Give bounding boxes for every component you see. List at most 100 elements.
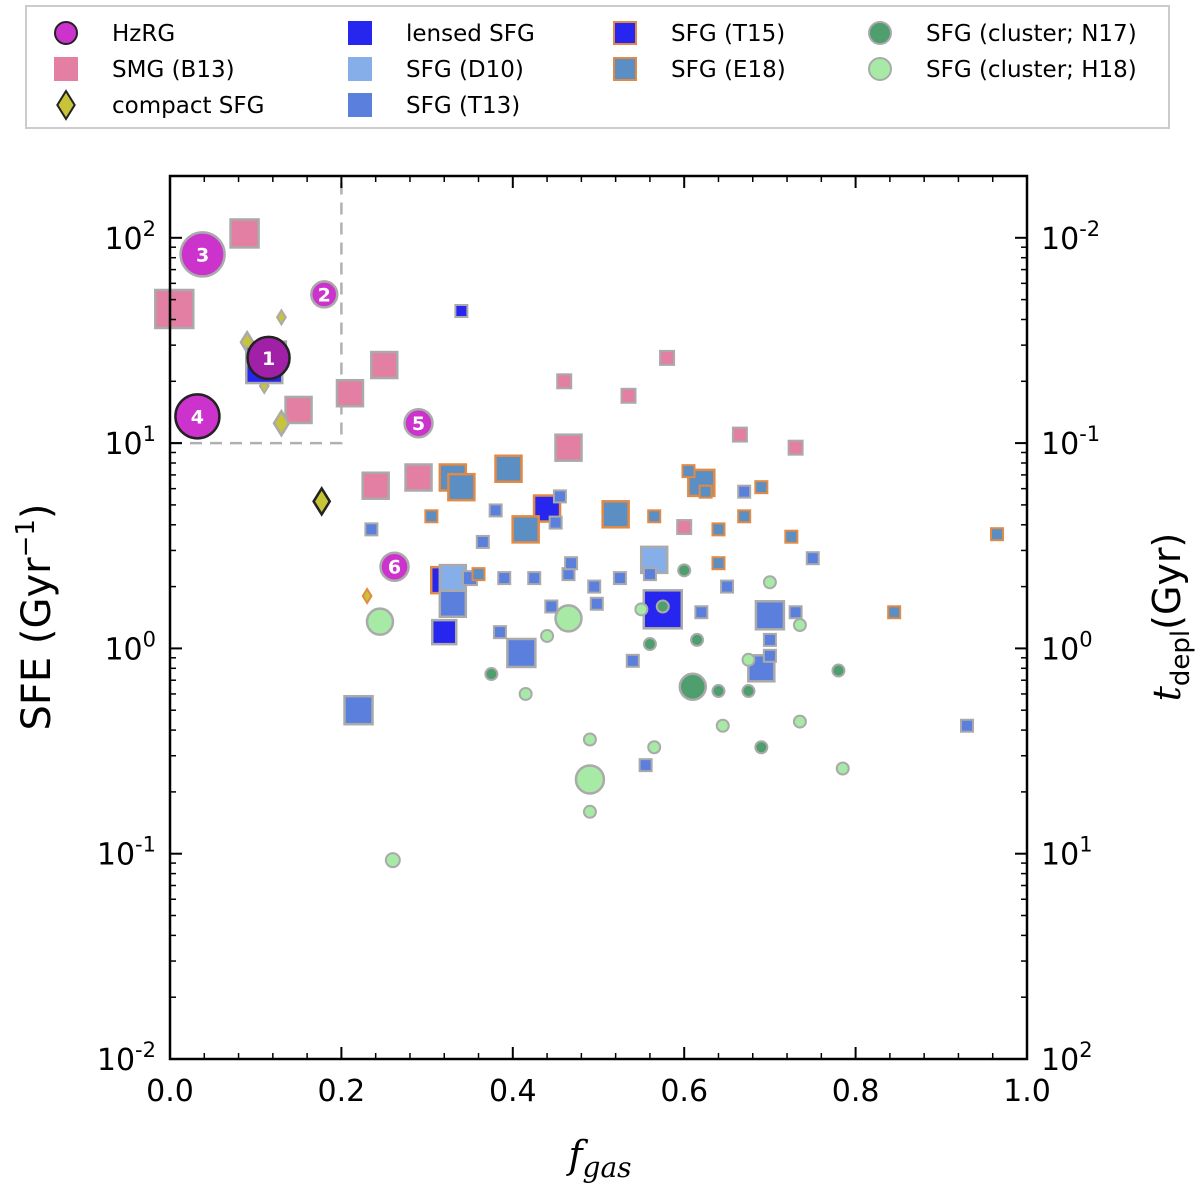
data-point <box>511 515 540 544</box>
data-point <box>741 684 756 699</box>
hzrg-label: 5 <box>412 413 425 435</box>
data-point <box>540 628 555 643</box>
data-point <box>361 471 390 500</box>
x-tick-label: 0.0 <box>146 1074 194 1109</box>
data-point <box>424 509 439 524</box>
data-point <box>754 740 769 755</box>
data-point <box>694 605 709 620</box>
data-point <box>527 571 542 586</box>
data-point <box>831 663 846 678</box>
y2-tick-label: 100 <box>1041 627 1093 667</box>
data-point <box>365 607 395 636</box>
data-point <box>438 563 468 593</box>
data-point <box>552 489 567 504</box>
data-point <box>438 589 468 619</box>
data-point <box>741 652 756 667</box>
data-point <box>835 761 850 776</box>
data-point <box>484 667 499 682</box>
data-point <box>784 529 799 544</box>
y-tick-label: 100 <box>104 627 156 667</box>
data-point <box>698 484 713 499</box>
data-point <box>715 718 730 733</box>
data-point <box>284 395 313 425</box>
legend-marker <box>348 21 372 45</box>
data-point <box>634 602 649 617</box>
data-point <box>711 522 726 537</box>
data-point <box>404 463 433 492</box>
y2-tick-label: 101 <box>1041 833 1093 873</box>
legend-label: SFG (T15) <box>671 21 785 47</box>
data-point <box>625 653 640 668</box>
data-point <box>488 503 503 518</box>
data-point <box>497 571 512 586</box>
region-box <box>170 176 343 445</box>
data-point <box>384 852 401 869</box>
data-point <box>620 387 637 404</box>
legend-marker <box>348 93 372 117</box>
data-point <box>475 534 490 549</box>
data-point <box>312 486 332 517</box>
data-point <box>447 472 476 502</box>
legend-label: SFG (D10) <box>406 57 524 83</box>
data-point <box>494 454 523 484</box>
data-point <box>589 596 604 611</box>
legend-marker <box>348 57 372 81</box>
data-point <box>582 804 597 819</box>
y2-tick-label: 10-1 <box>1041 422 1100 462</box>
legend: HzRG SMG (B13) compact SFG lensed SFG SFG (D… <box>25 5 1170 129</box>
y-axis-label: SFE (Gyr−1) <box>11 503 60 730</box>
data-point <box>612 571 627 586</box>
data-point <box>990 527 1005 542</box>
legend-marker <box>54 57 78 81</box>
data-point <box>544 599 559 614</box>
x-tick-label: 0.8 <box>832 1074 880 1109</box>
data-point <box>737 509 752 524</box>
data-point <box>754 480 769 495</box>
hzrg-point <box>174 393 221 440</box>
data-point <box>548 515 563 530</box>
data-point <box>754 600 786 631</box>
hzrg-point <box>246 335 291 381</box>
legend-marker <box>868 21 892 45</box>
data-point <box>678 672 708 702</box>
data-point <box>762 575 777 590</box>
data-point <box>788 605 803 620</box>
legend-label: compact SFG <box>112 93 264 119</box>
data-point <box>564 556 579 571</box>
x-tick-label: 0.2 <box>318 1074 366 1109</box>
data-point <box>960 718 975 733</box>
data-point <box>492 625 507 640</box>
data-point <box>335 378 365 408</box>
hzrg-label: 6 <box>388 557 401 579</box>
data-point <box>731 426 748 443</box>
data-point <box>642 567 657 582</box>
data-point <box>655 599 670 614</box>
data-point <box>677 563 692 578</box>
legend-entry: HzRG <box>54 21 175 47</box>
y2-tick-label: 102 <box>1041 1038 1093 1078</box>
data-point <box>711 556 726 571</box>
data-point <box>676 519 693 536</box>
x-axis-label: fgas <box>565 1133 631 1184</box>
legend-marker <box>54 21 78 45</box>
hzrg-label: 2 <box>318 284 331 306</box>
data-point <box>601 500 630 529</box>
data-point <box>587 579 602 594</box>
y2-axis-label: tdepl(Gyr) <box>1145 533 1196 702</box>
data-points: 1 2 3 4 5 6 <box>154 218 1005 869</box>
legend-label: SMG (B13) <box>112 57 235 83</box>
data-point <box>554 604 583 633</box>
legend-label: SFG (T13) <box>406 93 520 119</box>
legend-marker <box>56 89 76 121</box>
legend-entry: SFG (E18) <box>613 57 786 83</box>
data-point <box>506 637 537 669</box>
data-point <box>430 618 458 646</box>
plot-background <box>170 176 1027 1059</box>
data-point <box>343 694 374 726</box>
data-point <box>229 218 260 249</box>
legend-entry: compact SFG <box>56 89 264 121</box>
x-tick-label: 0.6 <box>660 1074 708 1109</box>
legend-label: SFG (cluster; H18) <box>926 57 1137 83</box>
legend-entry: SFG (cluster; N17) <box>868 21 1137 47</box>
